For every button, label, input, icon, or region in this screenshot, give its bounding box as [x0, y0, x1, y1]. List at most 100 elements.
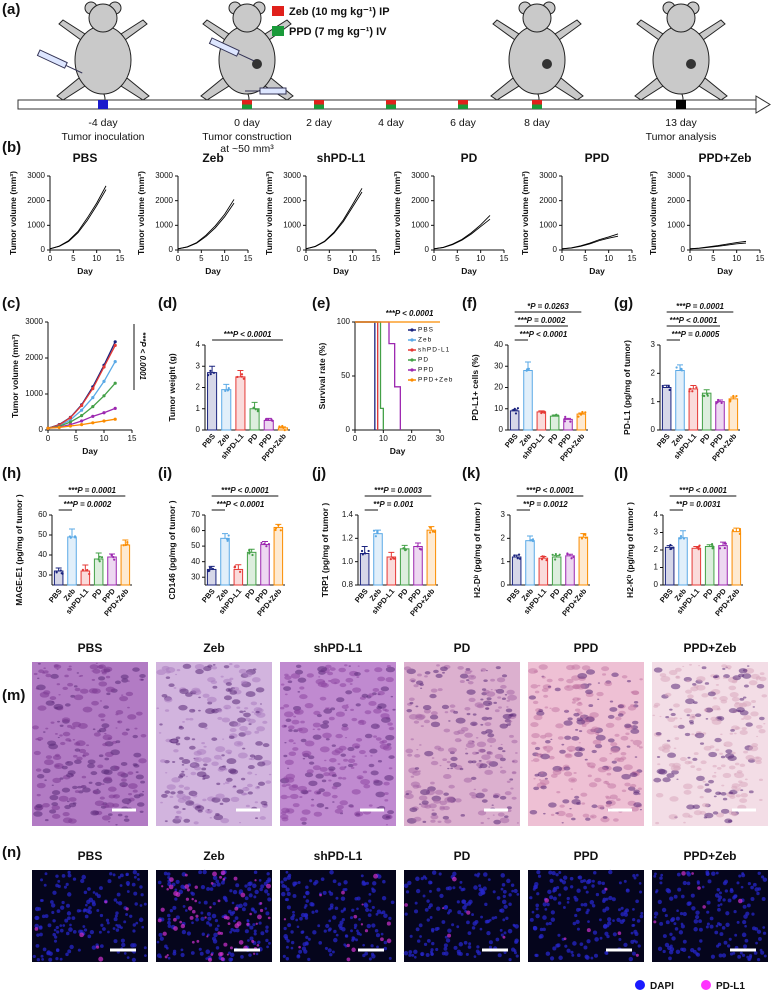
nucleus	[39, 932, 43, 937]
nucleus	[661, 907, 667, 913]
tissue-texture	[746, 665, 750, 667]
sample-dot	[540, 558, 544, 561]
sample-dot	[209, 369, 212, 372]
y-axis-label: Tumor volume (mm³)	[136, 171, 146, 255]
tissue-texture	[362, 770, 368, 774]
tissue-texture	[316, 803, 325, 808]
tissue-texture	[283, 754, 288, 758]
bar	[399, 548, 410, 586]
tissue-texture	[559, 804, 565, 808]
pd-l1-signal	[209, 906, 212, 909]
tissue-texture	[473, 788, 477, 791]
tissue-texture	[568, 777, 578, 783]
nucleus	[43, 883, 47, 887]
nucleus	[369, 909, 372, 912]
tissue-texture	[344, 664, 348, 667]
pd-l1-signal	[173, 917, 177, 922]
pd-l1-signal	[361, 903, 364, 906]
y-tick-label: 20	[494, 383, 503, 392]
nucleus	[371, 888, 376, 893]
nucleus	[462, 905, 467, 910]
nucleus	[37, 907, 42, 911]
series-point	[102, 394, 106, 398]
sample-dot	[372, 529, 376, 532]
nucleus	[303, 906, 307, 909]
tissue-texture	[733, 732, 737, 735]
tissue-texture	[380, 686, 390, 692]
pd-l1-signal	[227, 922, 231, 926]
tissue-texture	[243, 730, 252, 736]
pd-l1-signal	[604, 887, 608, 891]
timeline-marker	[458, 104, 468, 109]
tissue-texture	[302, 757, 306, 760]
y-tick-label: 1000	[155, 220, 173, 229]
nucleus	[137, 877, 140, 881]
sample-dot	[706, 393, 709, 396]
tissue-texture	[666, 773, 675, 779]
tissue-texture	[442, 815, 450, 820]
nucleus	[67, 873, 72, 878]
tissue-texture	[504, 791, 512, 796]
tissue-texture	[561, 822, 564, 824]
nucleus	[198, 870, 203, 875]
pd-l1-signal	[364, 929, 369, 933]
tissue-texture	[692, 683, 697, 686]
tissue-texture	[558, 677, 564, 682]
tissue-texture	[541, 676, 546, 679]
tissue-texture	[597, 804, 605, 809]
nucleus	[734, 894, 738, 898]
tissue-texture	[431, 812, 437, 816]
nucleus	[740, 885, 744, 889]
tissue-texture	[339, 766, 346, 771]
tissue-texture	[211, 761, 219, 766]
tissue-texture	[466, 712, 471, 716]
tissue-texture	[442, 671, 445, 674]
tissue-texture	[120, 674, 129, 680]
tissue-texture	[424, 750, 434, 757]
tissue-texture	[487, 733, 495, 738]
nucleus	[634, 931, 639, 937]
tissue-texture	[373, 735, 377, 738]
tissue-texture	[509, 734, 514, 738]
nucleus	[438, 872, 442, 876]
y-tick-label: 0	[39, 425, 44, 434]
tissue-texture	[534, 690, 540, 694]
sample-dot	[720, 401, 723, 405]
tissue-texture	[421, 800, 429, 805]
tissue-texture	[257, 781, 266, 786]
tissue-texture	[611, 760, 617, 764]
tissue-texture	[687, 694, 694, 699]
sample-dot	[735, 394, 738, 398]
nucleus	[408, 953, 412, 957]
nucleus	[172, 951, 177, 956]
tissue-texture	[373, 780, 383, 786]
mouse-head	[666, 3, 696, 33]
tissue-texture	[201, 742, 205, 745]
nucleus	[167, 920, 171, 925]
tissue-texture	[604, 780, 608, 783]
tissue-texture	[537, 771, 548, 778]
tissue-texture	[329, 757, 337, 763]
tissue-texture	[617, 757, 625, 763]
tissue-texture	[471, 760, 477, 764]
nucleus	[575, 919, 580, 925]
sample-dot	[711, 547, 714, 550]
tissue-texture	[327, 671, 334, 676]
nucleus	[670, 916, 676, 922]
tissue-texture	[408, 697, 415, 702]
nucleus	[717, 898, 721, 902]
tissue-texture	[446, 760, 451, 764]
tissue-texture	[33, 672, 38, 676]
tissue-texture	[262, 720, 268, 724]
nucleus	[585, 890, 589, 894]
y-tick-label: 0	[196, 425, 201, 434]
nucleus	[202, 869, 207, 875]
nucleus	[200, 885, 206, 890]
tissue-texture	[723, 741, 733, 748]
sample-dot	[731, 529, 735, 532]
nucleus	[228, 909, 232, 914]
sample-dot	[682, 537, 686, 540]
bar	[691, 547, 702, 586]
tissue-texture	[61, 787, 71, 793]
nucleus	[472, 921, 478, 926]
